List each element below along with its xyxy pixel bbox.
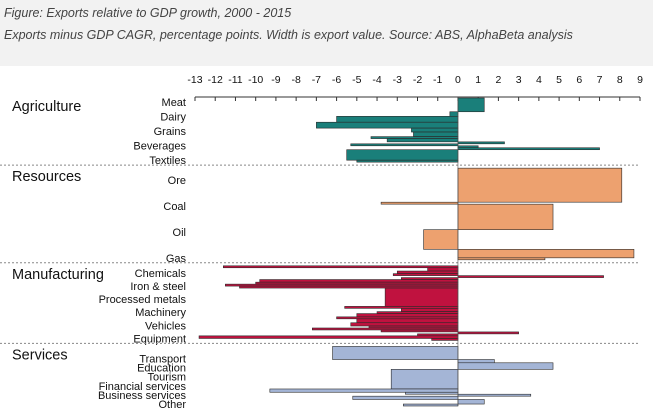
bar-manufacturing — [198, 335, 459, 339]
x-tick-label: 0 — [455, 74, 461, 86]
bar-services — [457, 359, 495, 364]
category-label: Transport — [139, 353, 186, 365]
bar-agriculture — [350, 143, 459, 147]
x-tick-label: 8 — [617, 74, 623, 86]
x-tick-label: 5 — [556, 74, 562, 86]
figure-title: Figure: Exports relative to GDP growth, … — [4, 6, 292, 20]
category-label: Processed metals — [99, 294, 187, 306]
x-tick-label: 3 — [516, 74, 522, 86]
category-label: Dairy — [160, 112, 186, 124]
bar-manufacturing — [259, 279, 459, 283]
bar-agriculture — [457, 97, 485, 113]
section-title-manufacturing: Manufacturing — [12, 267, 104, 283]
x-tick-label: -1 — [433, 74, 442, 86]
bar-agriculture — [413, 131, 459, 137]
bar-services — [403, 403, 459, 407]
x-tick-label: -8 — [291, 74, 300, 86]
bar-agriculture — [411, 127, 459, 133]
x-tick-label: -13 — [187, 74, 202, 86]
exports-chart: -13 -12 -11 -10 -9 -8 -7 -6 -5 -4 -3 -2 -1 0 1 2 3 4 5 6 7 8 9… — [0, 74, 643, 411]
bar-resources — [457, 257, 546, 261]
bar-manufacturing — [457, 275, 604, 278]
category-label: Machinery — [135, 307, 186, 319]
bar-manufacturing — [356, 318, 459, 324]
bar-manufacturing — [401, 308, 459, 312]
bar-agriculture — [356, 159, 459, 163]
bar-manufacturing — [427, 267, 459, 272]
bar-services — [269, 388, 459, 393]
bar-manufacturing — [380, 329, 459, 333]
bar-agriculture — [316, 121, 459, 129]
x-tick-label: 9 — [637, 74, 643, 86]
bar-services — [390, 369, 459, 390]
category-label: Tourism — [147, 372, 186, 384]
section-title-resources: Resources — [12, 169, 81, 185]
bar-agriculture — [386, 138, 459, 143]
category-label: Meat — [162, 97, 186, 109]
bar-manufacturing — [384, 287, 459, 307]
bar-agriculture — [336, 116, 459, 123]
figure-header: Figure: Exports relative to GDP growth, … — [0, 0, 653, 66]
category-label: Vehicles — [145, 320, 186, 332]
bar-agriculture — [346, 149, 459, 161]
category-label: Oil — [173, 227, 186, 239]
bar-manufacturing — [223, 265, 459, 269]
x-tick-label: 1 — [475, 74, 481, 86]
category-label: Gas — [166, 253, 187, 265]
x-tick-label: -12 — [208, 74, 223, 86]
category-label: Coal — [163, 201, 186, 213]
category-label: Iron & steel — [130, 281, 186, 293]
x-tick-label: -3 — [393, 74, 402, 86]
bar-manufacturing — [396, 270, 459, 274]
category-label: Ore — [168, 175, 186, 187]
category-label: Equipment — [133, 333, 186, 345]
category-label: Chemicals — [135, 268, 187, 280]
x-tick-label: 2 — [495, 74, 501, 86]
x-tick-label: -6 — [332, 74, 341, 86]
bar-services — [457, 393, 532, 397]
bar-agriculture — [449, 111, 459, 117]
category-label: Education — [137, 363, 186, 375]
bar-resources — [457, 249, 635, 259]
category-label: Textiles — [149, 155, 186, 167]
x-tick-label: -7 — [312, 74, 321, 86]
x-tick-label: -11 — [228, 74, 243, 86]
bar-services — [352, 395, 459, 400]
x-tick-label: -9 — [271, 74, 280, 86]
bar-manufacturing — [356, 313, 459, 318]
bar-manufacturing — [392, 273, 459, 276]
bar-services — [332, 346, 459, 360]
x-tick-label: -4 — [372, 74, 381, 86]
category-label: Grains — [154, 126, 187, 138]
bar-manufacturing — [431, 338, 459, 341]
bar-services — [457, 399, 485, 405]
bar-services — [457, 362, 554, 370]
category-label: Beverages — [133, 141, 186, 153]
section-title-agriculture: Agriculture — [12, 99, 81, 115]
section-title-services: Services — [12, 347, 68, 363]
bar-agriculture — [457, 147, 600, 151]
bar-resources — [457, 203, 554, 230]
x-tick-label: -10 — [248, 74, 263, 86]
bar-resources — [380, 201, 459, 205]
bar-agriculture — [457, 141, 505, 145]
bar-manufacturing — [350, 322, 459, 327]
category-label: Financial services — [99, 381, 187, 393]
x-tick-label: -2 — [413, 74, 422, 86]
bar-services — [405, 391, 459, 395]
category-label: Business services — [98, 390, 187, 402]
category-label: Other — [158, 399, 186, 411]
x-tick-label: 4 — [536, 74, 542, 86]
bar-resources — [423, 229, 459, 250]
bar-manufacturing — [457, 331, 519, 335]
figure-subtitle: Exports minus GDP CAGR, percentage point… — [4, 28, 573, 42]
x-tick-label: 7 — [597, 74, 603, 86]
x-tick-label: 6 — [576, 74, 582, 86]
bar-resources — [457, 167, 623, 203]
x-tick-label: -5 — [352, 74, 361, 86]
